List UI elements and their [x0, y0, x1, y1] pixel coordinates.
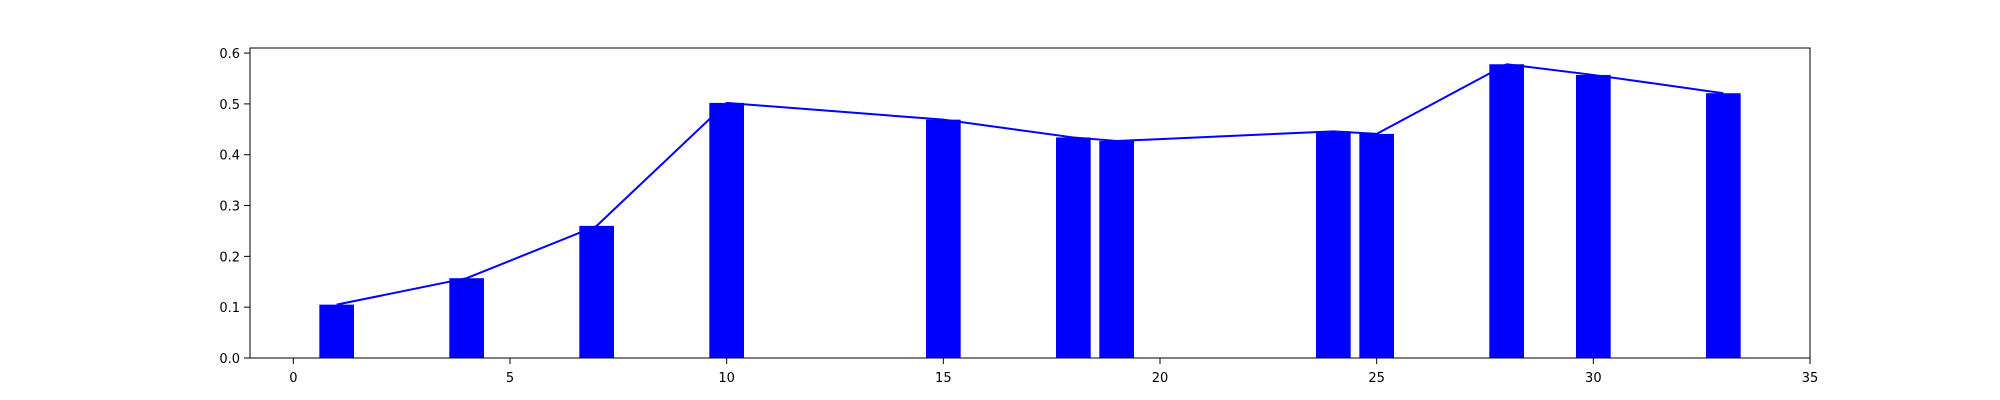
- bar: [1706, 93, 1741, 358]
- bar: [709, 103, 744, 358]
- x-tick-label: 20: [1152, 371, 1169, 386]
- bar: [579, 226, 614, 358]
- y-tick-label: 0.2: [219, 250, 240, 265]
- y-tick-label: 0.0: [219, 352, 240, 367]
- bar: [319, 305, 354, 358]
- x-tick-label: 5: [506, 371, 514, 386]
- y-tick-label: 0.3: [219, 200, 240, 215]
- y-tick-label: 0.4: [219, 149, 240, 164]
- y-tick-label: 0.5: [219, 98, 240, 113]
- x-tick-label: 15: [935, 371, 952, 386]
- bar: [1099, 141, 1134, 358]
- bar: [449, 278, 484, 358]
- x-tick-label: 30: [1585, 371, 1602, 386]
- x-tick-label: 0: [289, 371, 297, 386]
- bar: [1359, 134, 1394, 358]
- y-tick-label: 0.1: [219, 301, 240, 316]
- x-tick-label: 35: [1802, 371, 1819, 386]
- bar: [1489, 64, 1524, 358]
- bar: [1056, 137, 1091, 358]
- bar: [1576, 75, 1611, 358]
- x-tick-label: 25: [1368, 371, 1385, 386]
- x-tick-label: 10: [718, 371, 735, 386]
- bar: [926, 120, 961, 358]
- y-tick-label: 0.6: [219, 47, 240, 62]
- bar: [1316, 131, 1351, 358]
